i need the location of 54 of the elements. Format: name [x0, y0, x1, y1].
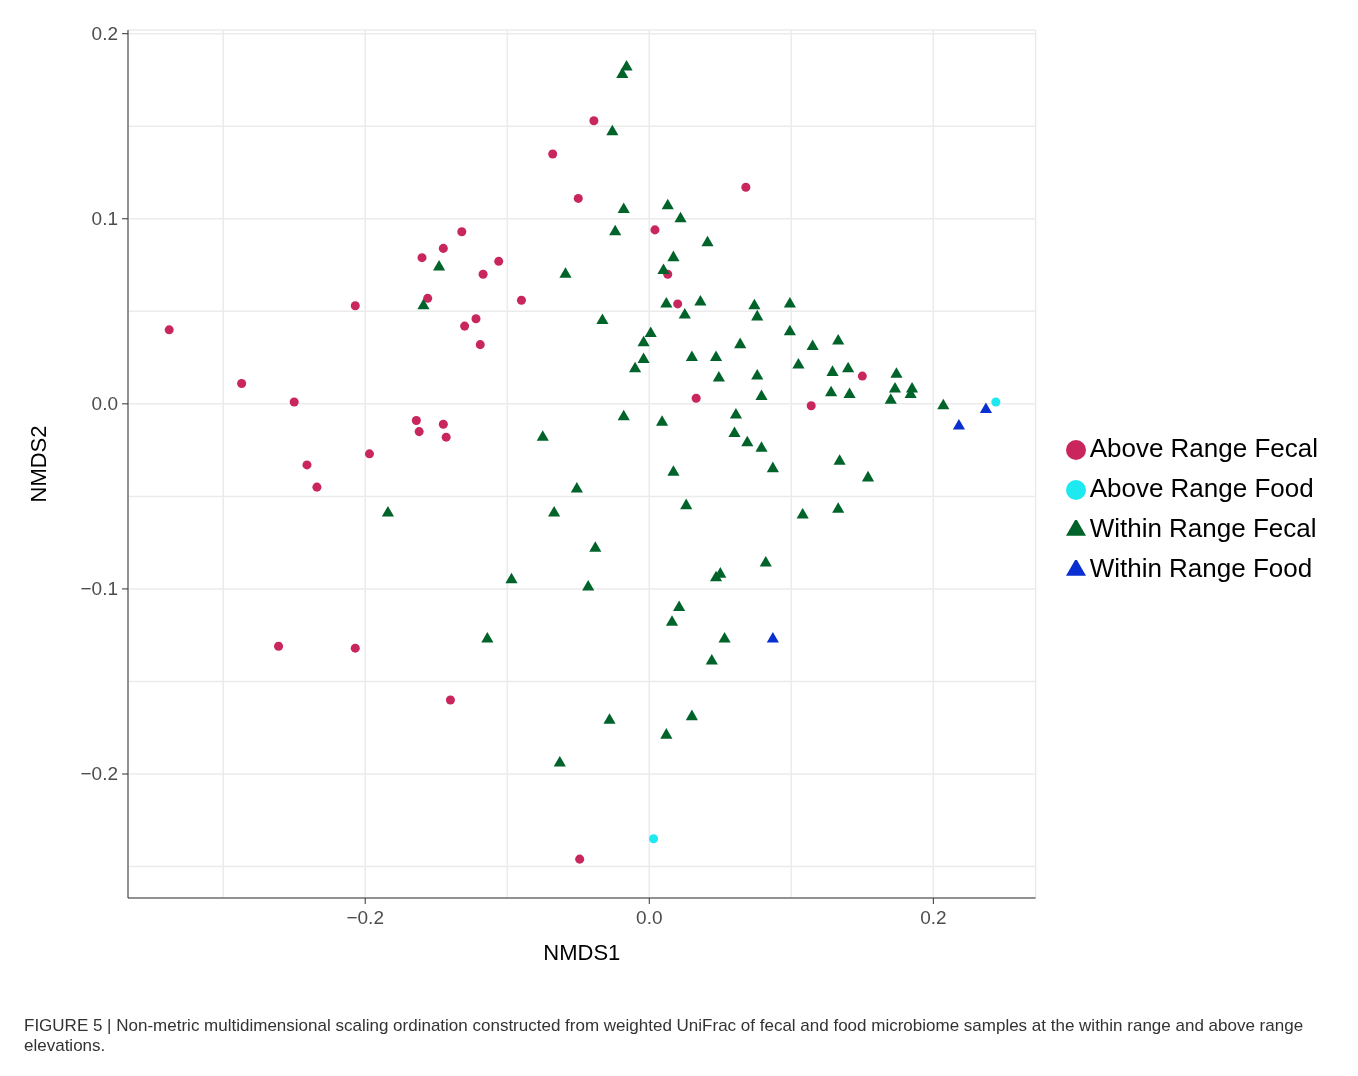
x-tick-label: 0.0 [636, 907, 663, 928]
point [857, 371, 867, 381]
point [457, 227, 467, 237]
point [364, 449, 374, 459]
point [650, 225, 660, 235]
point [289, 397, 299, 407]
point [438, 419, 448, 429]
point [575, 854, 585, 864]
y-tick-label: 0.0 [91, 392, 118, 414]
point [516, 295, 526, 305]
point [741, 182, 751, 192]
point [312, 482, 322, 492]
point [478, 269, 488, 279]
y-tick-label: −0.2 [80, 763, 118, 784]
y-tick-label: −0.1 [80, 577, 118, 599]
point [460, 321, 470, 331]
point [237, 378, 247, 388]
point [411, 416, 421, 426]
point [423, 293, 433, 303]
point [302, 460, 312, 470]
point [164, 325, 174, 335]
y-tick-label: 0.2 [91, 22, 118, 44]
point [350, 301, 360, 311]
point [475, 340, 485, 350]
point [673, 299, 683, 309]
point [438, 243, 448, 253]
point [649, 834, 659, 844]
caption: FIGURE 5 | Non-metric multidimensional scaling ordination constructed from weighted UniFrac of fecal and food microbiome samples at the within range and above range elevations. [23, 1015, 1305, 1057]
point [589, 116, 599, 126]
legend-label: Above Range Food [1089, 473, 1314, 503]
point [573, 193, 583, 203]
x-tick-label: −0.2 [346, 907, 384, 928]
legend-label: Within Range Fecal [1089, 513, 1317, 543]
x-tick-label: 0.2 [920, 907, 947, 928]
point [691, 393, 701, 403]
point [417, 253, 427, 263]
point [806, 401, 816, 411]
x-axis-title: NMDS1 [543, 940, 621, 965]
point [494, 256, 504, 266]
point [471, 314, 481, 324]
point [350, 643, 360, 653]
legend-label: Above Range Fecal [1089, 433, 1318, 463]
y-tick-label: 0.1 [91, 207, 118, 229]
point [991, 397, 1001, 407]
point [952, 419, 965, 430]
point [766, 631, 779, 643]
point [979, 402, 992, 413]
point [414, 427, 424, 437]
point [445, 695, 455, 705]
point [441, 432, 451, 442]
point [548, 149, 558, 159]
legend-label: Within Range Food [1089, 553, 1313, 583]
point [274, 641, 284, 651]
y-axis-title: NMDS2 [25, 425, 51, 503]
